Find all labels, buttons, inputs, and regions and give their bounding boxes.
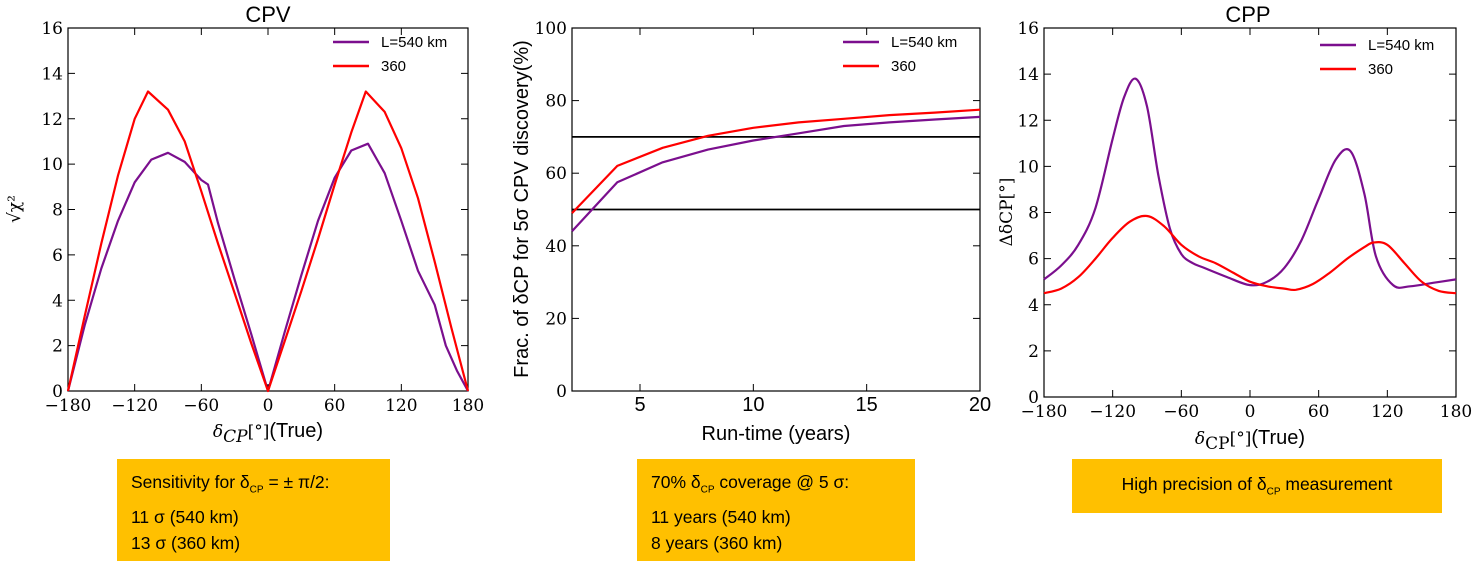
legend-label: L=540 km: [1368, 37, 1434, 54]
y-tick-label: 40: [545, 237, 567, 257]
note-text: coverage @ 5 σ:: [714, 472, 850, 492]
x-axis-label: Run-time (years): [702, 423, 851, 445]
note-text: measurement: [1280, 474, 1393, 494]
note-subscript: CP: [249, 484, 264, 496]
series-line-l540: [66, 142, 469, 393]
precision-note: High precision of δCP measurement: [1072, 459, 1442, 513]
x-tick-label: 0: [263, 396, 274, 416]
series-line-l540: [571, 115, 981, 233]
y-tick-label: 14: [41, 64, 63, 84]
xlabel-suffix: (True): [269, 420, 323, 442]
y-axis-label: Frac. of δCP for 5σ CPV discovery(%): [511, 40, 533, 378]
x-tick-label: −60: [183, 396, 219, 416]
y-tick-label: 0: [52, 382, 63, 402]
y-tick-label: 8: [52, 201, 63, 221]
x-tick-label: 120: [385, 396, 417, 416]
x-tick-label: 180: [1440, 402, 1472, 422]
cpv-sensitivity-note: Sensitivity for δCP = ± π/2: 11 σ (540 k…: [117, 459, 390, 561]
x-tick-label: 10: [742, 394, 764, 416]
ylabel-sqrt-chi2: √χ²: [5, 195, 25, 223]
x-tick-label: 60: [324, 396, 346, 416]
x-tick-label: 120: [1371, 402, 1403, 422]
x-axis-label: δCP[°](True): [213, 420, 323, 447]
x-tick-label: −120: [111, 396, 158, 416]
chart-title: CPV: [245, 2, 291, 27]
plot-frame: [1043, 27, 1457, 398]
coverage-note: 70% δCP coverage @ 5 σ: 11 years (540 km…: [637, 459, 915, 561]
y-tick-label: 10: [1017, 157, 1039, 177]
x-axis-label: δCP[°](True): [1195, 427, 1305, 454]
note-text: Sensitivity for δ: [131, 472, 250, 492]
note-subscript: CP: [700, 484, 715, 496]
y-tick-label: 2: [1028, 342, 1039, 362]
y-tick-label: 12: [41, 110, 63, 130]
y-tick-label: 16: [41, 19, 63, 39]
series-line-l540: [1043, 77, 1457, 289]
legend-label: 360: [891, 58, 916, 75]
x-tick-label: −120: [1089, 402, 1136, 422]
x-tick-label: 20: [969, 394, 991, 416]
cpp-chart: CPP −180 −120 −60 0 60 120 180 0 2 4 6 8 10 12 14 16 Δδ…: [997, 2, 1472, 454]
y-tick-label: 14: [1017, 65, 1039, 85]
legend-label: L=540 km: [381, 34, 447, 51]
x-tick-label: −180: [1021, 402, 1068, 422]
x-tick-label: 180: [452, 396, 484, 416]
y-tick-label: 80: [545, 92, 567, 112]
discovery-fraction-chart: 5 10 15 20 0 20 40 60 80 100 Frac. of δCP for 5σ …: [511, 19, 991, 445]
y-tick-label: 4: [1028, 296, 1039, 316]
y-tick-label: 0: [556, 382, 567, 402]
note-line: 11 years (540 km): [651, 506, 791, 527]
y-tick-label: 60: [545, 164, 567, 184]
y-tick-label: 6: [1028, 250, 1039, 270]
svg-text:√χ²: √χ²: [5, 195, 25, 223]
chart-title: CPP: [1225, 2, 1270, 27]
y-tick-label: 12: [1017, 111, 1039, 131]
y-tick-label: 16: [1017, 19, 1039, 39]
y-tick-label: 4: [52, 291, 63, 311]
note-subscript: CP: [1266, 486, 1281, 498]
plot-frame: [67, 27, 469, 392]
note-text: = ± π/2:: [263, 472, 330, 492]
y-tick-label: 8: [1028, 204, 1039, 224]
note-line: 13 σ (360 km): [131, 532, 241, 553]
series-line-l360: [1043, 214, 1457, 295]
x-tick-label: 60: [1308, 402, 1330, 422]
xlabel-suffix: (True): [1251, 427, 1305, 449]
y-axis-label: √χ²: [5, 195, 25, 223]
x-tick-label: 5: [634, 394, 645, 416]
x-tick-label: −180: [45, 396, 92, 416]
legend-label: 360: [1368, 61, 1393, 78]
y-axis-label: ΔδCP[°]: [997, 178, 1017, 247]
note-line: 11 σ (540 km): [131, 506, 239, 527]
y-tick-label: 10: [41, 155, 63, 175]
ylabel-delta-delta-cp: ΔδCP[°]: [997, 178, 1017, 247]
note-text: High precision of δ: [1121, 474, 1267, 494]
legend-label: 360: [381, 58, 406, 75]
legend-label: L=540 km: [891, 34, 957, 51]
ylabel-text: Frac. of δCP for 5σ CPV discovery(%): [511, 40, 533, 378]
y-tick-label: 0: [1028, 388, 1039, 408]
y-tick-label: 2: [52, 337, 63, 357]
note-text: 70% δ: [651, 472, 701, 492]
y-tick-label: 100: [535, 19, 567, 39]
y-tick-label: 6: [52, 246, 63, 266]
y-tick-label: 20: [545, 309, 567, 329]
cpv-chart: CPV −180 −120 −60 0 60 120 180 0 2 4 6 8 10 12 14 16 √χ…: [5, 2, 484, 447]
x-tick-label: 15: [856, 394, 878, 416]
series-line-l360: [66, 90, 470, 393]
series-line-l360: [571, 108, 981, 214]
x-tick-label: −60: [1163, 402, 1199, 422]
note-line: 8 years (360 km): [651, 532, 783, 553]
x-tick-label: 0: [1245, 402, 1256, 422]
